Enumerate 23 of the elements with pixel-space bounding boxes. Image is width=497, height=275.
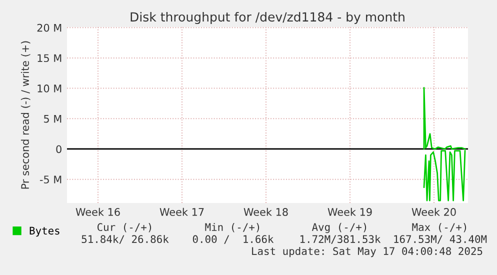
text: 0.00 / 1.66k [192, 234, 274, 244]
y-tick-label: 5 M [44, 115, 62, 123]
chart-title: Disk throughput for /dev/zd1184 - by month [130, 12, 404, 24]
text: Min (-/+) [205, 222, 260, 232]
y-tick-label: 20 M [37, 24, 62, 32]
text: 167.53M/ 43.40M [394, 235, 487, 244]
text: Avg (-/+) [312, 222, 366, 234]
y-axis-title: Pr second read (-) / write (+) [20, 41, 30, 189]
y-tick-label: -5 M [40, 176, 62, 184]
legend-label: Bytes [30, 226, 60, 237]
x-tick-label: Week 16 [76, 208, 120, 216]
x-tick-label: Week 20 [412, 208, 456, 216]
y-tick-label: 15 M [38, 54, 62, 62]
y-tick-label: 0 [56, 145, 62, 154]
x-tick-label: Week 19 [328, 208, 372, 216]
text: Max (-/+) [412, 223, 466, 232]
y-tick-label: 10 M [38, 84, 62, 92]
text: 1.72M/381.53k [300, 234, 381, 244]
text: Cur (-/+) [97, 223, 152, 232]
text: 51.84k/ 26.86k [82, 234, 169, 244]
x-tick-label: Week 17 [160, 208, 204, 216]
text: Last update: Sat May 17 04:00:48 2025 [252, 246, 482, 258]
x-tick-label: Week 18 [244, 208, 288, 216]
